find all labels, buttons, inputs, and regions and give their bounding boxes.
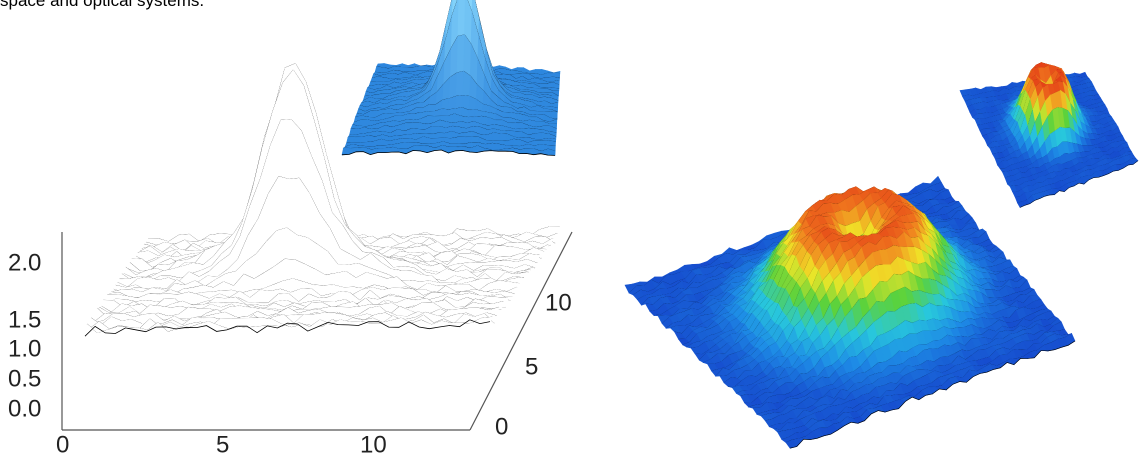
z-tick-label: 10 bbox=[545, 289, 572, 316]
surface-cell bbox=[529, 69, 536, 73]
y-tick-label: 1.5 bbox=[8, 306, 41, 333]
surface-cell bbox=[499, 66, 506, 70]
surface-cell bbox=[449, 144, 457, 148]
surface-cell bbox=[515, 123, 522, 129]
surface-cell bbox=[546, 83, 553, 89]
z-tick-label: 5 bbox=[525, 353, 538, 380]
surface-cell bbox=[457, 35, 465, 73]
surface-cell bbox=[463, 71, 471, 96]
figure: 0.0 0.5 1.0 1.5 2.0 0 5 10 0 5 10 bbox=[0, 0, 1143, 457]
surface-cell bbox=[503, 107, 510, 112]
surfaces bbox=[85, 0, 1138, 448]
surface-cell bbox=[458, 133, 466, 138]
surface-cell bbox=[413, 146, 421, 151]
surface-cell bbox=[458, 0, 465, 36]
surface-cell bbox=[457, 137, 465, 144]
surface-cell bbox=[552, 88, 559, 91]
z-tick-label: 0 bbox=[495, 413, 508, 440]
surface-cell bbox=[471, 137, 479, 143]
surface-cell bbox=[455, 96, 463, 109]
surface-cell bbox=[437, 133, 445, 138]
surface-cell bbox=[548, 141, 555, 146]
surface-cell bbox=[438, 126, 446, 133]
surface-cell bbox=[441, 109, 449, 116]
surface-cell bbox=[450, 73, 458, 99]
surface-cell bbox=[547, 77, 553, 82]
surface-cell bbox=[427, 111, 435, 116]
surface-cell bbox=[492, 143, 500, 150]
surface-cell bbox=[465, 132, 473, 137]
surface-cell bbox=[493, 133, 501, 141]
surface-cell bbox=[442, 99, 450, 110]
surface-cell bbox=[468, 110, 476, 118]
surface-cell bbox=[429, 138, 437, 143]
surface-cell bbox=[482, 104, 489, 112]
surface-cell bbox=[513, 139, 521, 146]
surface-cell bbox=[450, 137, 458, 144]
y-tick-label: 0.0 bbox=[8, 395, 41, 422]
surface-cell bbox=[503, 112, 510, 117]
surface-cell bbox=[449, 96, 457, 109]
x-tick-label: 5 bbox=[216, 431, 229, 457]
y-tick-label: 1.0 bbox=[8, 335, 41, 362]
y-tick-label: 0.5 bbox=[8, 365, 41, 392]
surface-cell bbox=[456, 71, 464, 96]
surface-cell bbox=[500, 134, 507, 141]
surface-cell bbox=[430, 133, 438, 138]
y-tick-label: 2.0 bbox=[8, 249, 41, 276]
surface-cell bbox=[520, 149, 528, 154]
surface-cell bbox=[530, 114, 537, 117]
x-tick-label: 10 bbox=[360, 431, 387, 457]
surface-cell bbox=[535, 133, 542, 139]
page: space and optical systems. 0.0 0.5 1.0 1… bbox=[0, 0, 1143, 457]
x-tick-label: 0 bbox=[56, 431, 69, 457]
surface-cell bbox=[417, 129, 425, 134]
